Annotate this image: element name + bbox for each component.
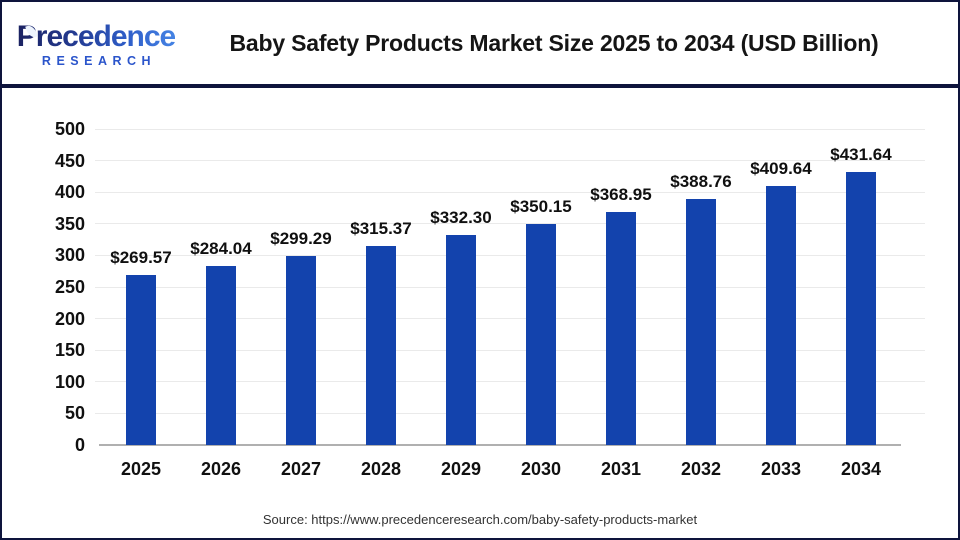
header-divider	[2, 84, 958, 88]
y-tick-label: 50	[64, 403, 85, 424]
gridline	[95, 254, 925, 256]
x-tick-label: 2030	[520, 459, 562, 479]
bar	[766, 186, 796, 445]
x-tick-label: 2033	[760, 459, 802, 479]
bar-value-label: $299.29	[270, 228, 332, 248]
y-tick-label: 250	[54, 277, 85, 297]
bar-value-label: $284.04	[190, 238, 252, 258]
y-tick-label: 200	[54, 308, 85, 329]
bar	[846, 172, 876, 445]
source-citation: Source: https://www.precedenceresearch.c…	[262, 512, 698, 527]
bar-value-label: $350.15	[510, 196, 572, 216]
x-tick-label: 2026	[200, 459, 242, 479]
bar-value-label: $315.37	[350, 218, 412, 238]
bar	[686, 199, 716, 445]
bar	[526, 223, 556, 445]
gridline	[95, 381, 925, 383]
plot-area: 0 50 100 150 200 250 300 350 400 450 500 $269.57 202…	[55, 119, 925, 479]
gridline	[95, 318, 925, 320]
y-tick-label: 500	[54, 119, 85, 139]
gridline	[95, 349, 925, 351]
gridline	[95, 286, 925, 288]
gridline	[95, 223, 925, 225]
brand-logo-rest: recedence	[35, 20, 176, 54]
x-tick-label: 2028	[360, 459, 402, 479]
bar	[446, 235, 476, 445]
bar	[286, 255, 316, 445]
gridline	[95, 191, 925, 193]
bar-value-label: $388.76	[670, 172, 732, 192]
bar-value-label: $368.95	[590, 184, 652, 204]
x-tick-label: 2034	[840, 459, 882, 479]
y-tick-label: 450	[54, 150, 85, 171]
gridline	[95, 412, 925, 414]
bar	[606, 211, 636, 445]
bar	[206, 265, 236, 445]
y-tick-label: 100	[54, 371, 85, 392]
x-tick-label: 2031	[600, 459, 642, 479]
x-tick-label: 2029	[440, 459, 482, 479]
chart-area: 0 50 100 150 200 250 300 350 400 450 500 $269.57 202…	[2, 88, 958, 536]
y-tick-label: 300	[54, 245, 85, 266]
gridline	[95, 160, 925, 162]
x-axis-line	[99, 444, 901, 446]
x-tick-label: 2025	[120, 459, 162, 479]
bar-value-label: $409.64	[750, 159, 812, 179]
bar	[126, 274, 156, 445]
y-tick-label: 350	[54, 213, 85, 234]
bar	[366, 245, 396, 445]
x-tick-label: 2027	[280, 459, 322, 479]
brand-logo-subtitle: RESEARCH	[41, 54, 157, 69]
y-tick-label: 150	[54, 340, 85, 361]
bar-value-label: $332.30	[430, 208, 492, 227]
y-tick-label: 400	[54, 182, 85, 203]
header: Precedence RESEARCH Baby Safety Products…	[2, 2, 958, 84]
gridline	[95, 128, 925, 130]
x-tick-label: 2032	[680, 459, 722, 479]
brand-logo-wordmark: Precedence	[17, 22, 175, 52]
bar-value-label: $431.64	[830, 145, 892, 165]
chart-title: Baby Safety Products Market Size 2025 to…	[229, 29, 879, 56]
bar-value-label: $269.57	[110, 247, 172, 267]
y-tick-label: 0	[74, 435, 85, 455]
brand-logo: Precedence RESEARCH	[16, 18, 176, 68]
